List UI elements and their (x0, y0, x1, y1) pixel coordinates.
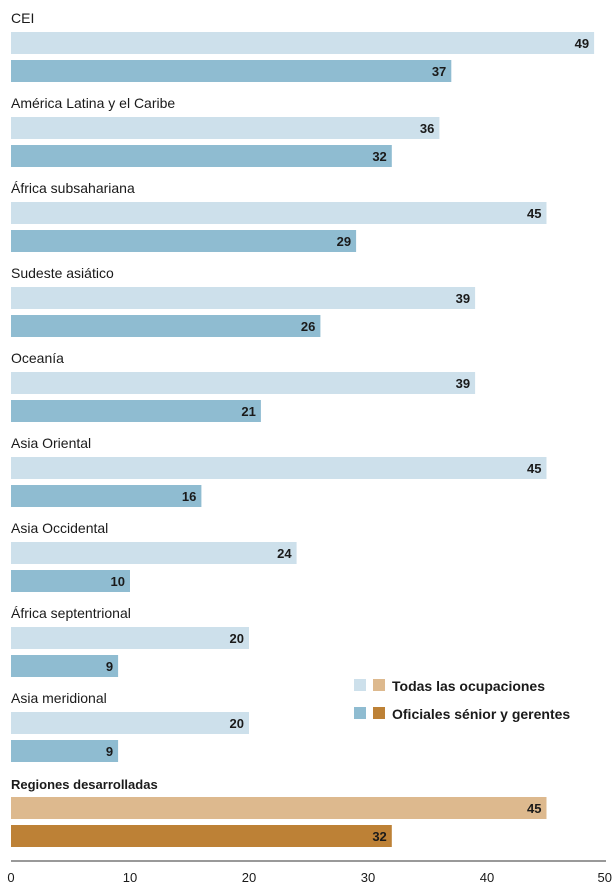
x-tick-label: 30 (361, 870, 375, 885)
legend: Todas las ocupaciones Oficiales sénior y… (354, 678, 570, 722)
bar-senior-officials (11, 60, 452, 82)
bar-senior-officials (11, 740, 119, 762)
data-label: 29 (337, 234, 351, 249)
x-tick-label: 50 (598, 870, 612, 885)
data-label: 16 (182, 489, 196, 504)
category-group: Sudeste asiático 39 26 (11, 265, 476, 337)
data-label: 32 (372, 829, 386, 844)
legend-swatch-senior-brown (373, 707, 385, 719)
data-label: 10 (111, 574, 125, 589)
bars-group: CEI 49 37 América Latina y el Caribe 36 32 Áfr… (11, 10, 595, 847)
category-group: CEI 49 37 (11, 10, 595, 82)
category-label: América Latina y el Caribe (11, 95, 175, 111)
category-label: Asia Oriental (11, 435, 91, 451)
category-label: África subsahariana (11, 180, 135, 196)
x-tick-label: 10 (123, 870, 137, 885)
bar-all-occupations (11, 542, 297, 564)
category-label: África septentrional (11, 605, 131, 621)
bar-all-occupations (11, 797, 547, 819)
category-group: Regiones desarrolladas 45 32 (11, 777, 547, 847)
data-label: 9 (106, 744, 113, 759)
legend-swatch-all-blue (354, 679, 366, 691)
data-label: 32 (372, 149, 386, 164)
data-label: 45 (527, 801, 541, 816)
bar-all-occupations (11, 117, 440, 139)
bar-all-occupations (11, 287, 476, 309)
data-label: 39 (456, 376, 470, 391)
data-label: 9 (106, 659, 113, 674)
bar-senior-officials (11, 230, 357, 252)
legend-swatch-senior-blue (354, 707, 366, 719)
data-label: 21 (241, 404, 255, 419)
category-label: CEI (11, 10, 34, 26)
bar-senior-officials (11, 570, 130, 592)
bar-senior-officials (11, 315, 321, 337)
data-label: 20 (230, 716, 244, 731)
bar-all-occupations (11, 457, 547, 479)
data-label: 24 (277, 546, 292, 561)
data-label: 45 (527, 206, 541, 221)
bar-senior-officials (11, 400, 261, 422)
legend-label-all-occupations: Todas las ocupaciones (392, 678, 545, 694)
category-label: Oceanía (11, 350, 64, 366)
category-group: Oceanía 39 21 (11, 350, 476, 422)
category-label: Asia Occidental (11, 520, 108, 536)
x-axis: 0 10 20 30 40 50 (7, 860, 612, 885)
legend-swatch-all-brown (373, 679, 385, 691)
bar-all-occupations (11, 32, 595, 54)
data-label: 39 (456, 291, 470, 306)
x-tick-label: 40 (480, 870, 494, 885)
category-group: América Latina y el Caribe 36 32 (11, 95, 440, 167)
data-label: 20 (230, 631, 244, 646)
x-tick-label: 0 (7, 870, 14, 885)
bar-senior-officials (11, 485, 202, 507)
bar-all-occupations (11, 372, 476, 394)
bar-senior-officials (11, 825, 392, 847)
data-label: 49 (575, 36, 589, 51)
category-group: Asia meridional 20 9 (11, 690, 249, 762)
category-group: África subsahariana 45 29 (11, 180, 547, 252)
data-label: 45 (527, 461, 541, 476)
x-tick-label: 20 (242, 870, 256, 885)
category-label: Asia meridional (11, 690, 107, 706)
category-label: Regiones desarrolladas (11, 777, 158, 792)
category-group: Asia Occidental 24 10 (11, 520, 297, 592)
category-label: Sudeste asiático (11, 265, 114, 281)
category-group: África septentrional 20 9 (11, 605, 249, 677)
bar-senior-officials (11, 145, 392, 167)
data-label: 26 (301, 319, 315, 334)
data-label: 37 (432, 64, 446, 79)
legend-label-senior-officials: Oficiales sénior y gerentes (392, 706, 570, 722)
bar-all-occupations (11, 627, 249, 649)
bar-all-occupations (11, 202, 547, 224)
data-label: 36 (420, 121, 434, 136)
bar-all-occupations (11, 712, 249, 734)
category-group: Asia Oriental 45 16 (11, 435, 547, 507)
bar-senior-officials (11, 655, 119, 677)
